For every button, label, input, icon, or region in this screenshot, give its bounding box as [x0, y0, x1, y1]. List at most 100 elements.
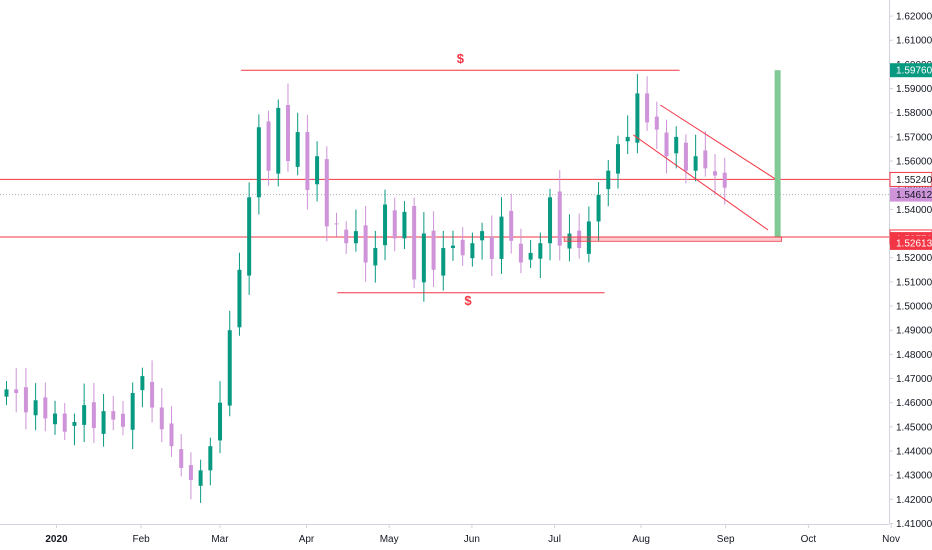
time-axis[interactable]: 2020 Feb Mar Apr May Jun Jul Aug Sep Oct Nov: [45, 524, 900, 545]
price-tick-label: 1.61000: [896, 36, 932, 47]
candle: [91, 382, 96, 444]
candle: [664, 119, 669, 174]
price-tick-label: 1.43000: [896, 471, 932, 482]
price-tick-label: 1.50000: [896, 302, 932, 313]
candle: [169, 406, 174, 457]
time-tick-label: Nov: [882, 534, 900, 545]
candle: [188, 452, 193, 500]
candle: [674, 126, 679, 169]
candle: [363, 206, 368, 282]
price-tick-label: 1.41000: [896, 519, 932, 530]
candle: [538, 232, 543, 279]
candle: [421, 212, 426, 302]
stop-box: [563, 236, 782, 242]
candle: [324, 146, 329, 242]
time-tick-label: Jun: [464, 534, 480, 545]
price-tick-label: 1.54000: [896, 205, 932, 216]
candle: [373, 230, 378, 283]
candle: [460, 227, 465, 266]
candle: [111, 396, 116, 431]
candle: [150, 360, 155, 423]
candle: [402, 201, 407, 250]
candle: [140, 367, 145, 408]
price-badge: 1.59760: [890, 63, 932, 78]
candle: [722, 157, 727, 205]
candle: [577, 213, 582, 259]
candle: [256, 114, 261, 215]
candle: [247, 182, 252, 295]
candle: [489, 215, 494, 277]
candle: [14, 367, 19, 413]
svg-text:1.55240: 1.55240: [896, 175, 932, 186]
price-badge: 1.52613: [890, 235, 932, 250]
price-tick-label: 1.48000: [896, 350, 932, 361]
candle: [315, 141, 320, 202]
time-tick-label: Sep: [717, 534, 735, 545]
trend-line: [633, 134, 769, 231]
candle: [130, 382, 135, 450]
candle: [518, 228, 523, 274]
candle: [159, 388, 164, 443]
price-tick-label: 1.47000: [896, 374, 932, 385]
candle: [693, 134, 698, 182]
time-tick-label: Feb: [132, 534, 150, 545]
price-tick-label: 1.46000: [896, 398, 932, 409]
candle: [480, 222, 485, 260]
candle: [120, 400, 125, 436]
price-axis[interactable]: 1.620001.610001.600001.590001.580001.570…: [889, 12, 932, 530]
candle: [227, 310, 232, 417]
candle: [285, 83, 290, 172]
candle: [548, 188, 553, 261]
candle: [72, 413, 77, 446]
candle: [683, 134, 688, 184]
candle: [62, 402, 67, 441]
candle: [237, 252, 242, 336]
candle: [276, 99, 281, 187]
candle: [43, 382, 48, 432]
price-tick-label: 1.51000: [896, 277, 932, 288]
candle: [713, 154, 718, 195]
candle: [383, 189, 388, 261]
candle: [23, 367, 28, 430]
candle: [82, 383, 87, 443]
price-tick-label: 1.62000: [896, 12, 932, 23]
time-tick-label: Aug: [632, 534, 650, 545]
dollar-annotation: $: [457, 51, 465, 66]
candles: [4, 74, 727, 503]
price-tick-label: 1.59000: [896, 84, 932, 95]
candle: [499, 197, 504, 274]
candle: [586, 206, 591, 263]
trend-line: [660, 104, 776, 180]
target-bar: [774, 70, 781, 237]
time-tick-label: Jul: [548, 534, 561, 545]
time-tick-label: Mar: [211, 534, 229, 545]
candle: [198, 459, 203, 503]
candle: [101, 393, 106, 447]
time-tick-label: Apr: [299, 534, 315, 545]
candle: [528, 240, 533, 269]
price-badges: 1.597601.552401.546121.528591.527711.526…: [889, 63, 932, 250]
candle: [392, 197, 397, 252]
candle: [606, 160, 611, 207]
candle: [334, 212, 339, 237]
candle: [470, 232, 475, 267]
time-tick-label: Oct: [801, 534, 817, 545]
candle: [431, 211, 436, 287]
candle: [4, 380, 9, 406]
drawings: $$: [241, 51, 782, 308]
candle: [596, 182, 601, 241]
candle: [344, 221, 349, 254]
candle: [635, 74, 640, 154]
candle: [615, 135, 620, 189]
dollar-annotation: $: [464, 293, 472, 308]
candle: [266, 110, 271, 186]
candle: [218, 381, 223, 454]
candle: [645, 76, 650, 131]
candle: [53, 400, 58, 435]
candle: [305, 114, 310, 210]
svg-text:1.52613: 1.52613: [896, 238, 932, 249]
price-tick-label: 1.57000: [896, 132, 932, 143]
candle: [703, 131, 708, 177]
candle: [441, 230, 446, 291]
